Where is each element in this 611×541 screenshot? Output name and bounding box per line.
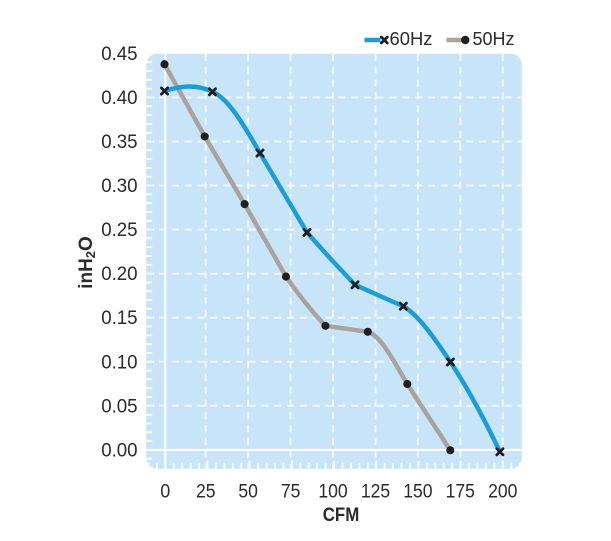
svg-text:175: 175: [446, 480, 475, 502]
svg-text:150: 150: [403, 480, 432, 502]
svg-text:0.25: 0.25: [101, 220, 137, 241]
svg-text:100: 100: [318, 480, 347, 502]
svg-text:50: 50: [238, 480, 258, 502]
svg-text:125: 125: [361, 480, 390, 502]
svg-text:75: 75: [281, 480, 301, 502]
svg-text:0.40: 0.40: [101, 88, 137, 109]
svg-text:0: 0: [160, 480, 170, 502]
svg-text:0.10: 0.10: [101, 352, 137, 373]
svg-text:60Hz: 60Hz: [390, 28, 433, 49]
svg-text:inH2O: inH2O: [76, 236, 98, 289]
svg-text:0.15: 0.15: [101, 308, 137, 329]
svg-text:0.20: 0.20: [101, 264, 137, 285]
svg-text:25: 25: [196, 480, 216, 502]
svg-text:0.05: 0.05: [101, 396, 137, 417]
svg-text:50Hz: 50Hz: [473, 28, 515, 49]
svg-text:0.45: 0.45: [101, 44, 137, 65]
svg-text:0.35: 0.35: [101, 132, 137, 153]
svg-text:0.00: 0.00: [101, 440, 137, 461]
svg-text:200: 200: [488, 480, 517, 502]
svg-text:0.30: 0.30: [101, 176, 137, 197]
svg-text:CFM: CFM: [323, 505, 360, 526]
